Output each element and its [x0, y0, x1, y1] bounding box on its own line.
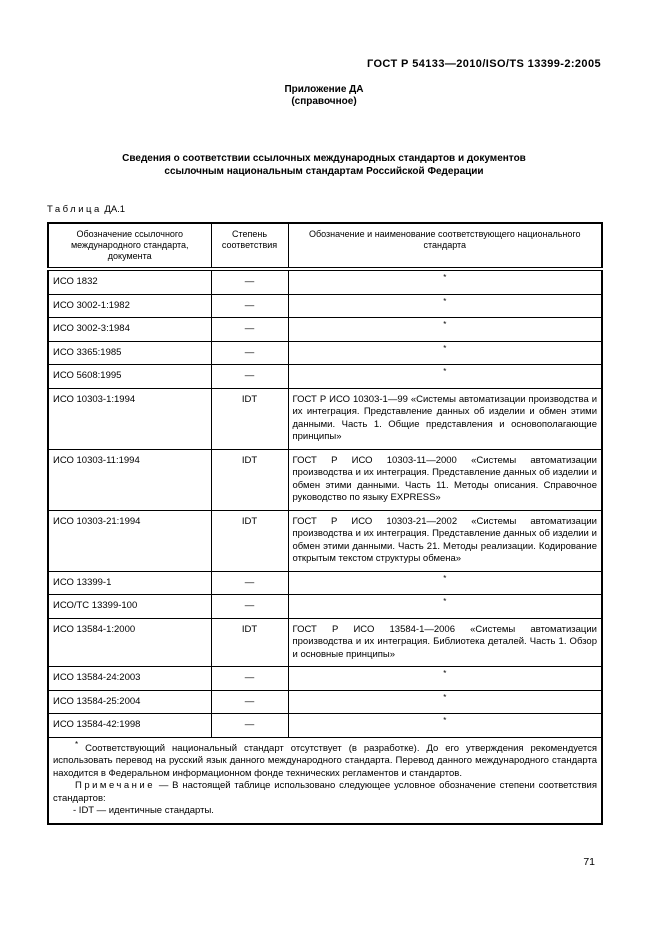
- section-title-line1: Сведения о соответствии ссылочных междун…: [122, 153, 526, 164]
- footnote-ref: *: [443, 319, 447, 329]
- annex-label: Приложение ДА: [284, 84, 364, 95]
- column-header-degree: Степень соответствия: [210, 222, 289, 271]
- footnote-ref: *: [443, 692, 447, 702]
- cell-degree-of-correspondence: —: [210, 340, 289, 365]
- cell-international-standard: ИСО 1832: [47, 268, 212, 295]
- cell-degree-of-correspondence: —: [210, 713, 289, 738]
- cell-national-standard: *: [287, 293, 603, 318]
- cell-national-standard: ГОСТ Р ИСО 10303-21—2002 «Системы автома…: [287, 509, 603, 572]
- section-title: Сведения о соответствии ссылочных междун…: [47, 152, 601, 178]
- cell-degree-of-correspondence: —: [210, 268, 289, 295]
- table-row: ИСО 1832— *: [47, 268, 603, 295]
- cell-international-standard: ИСО 10303-1:1994: [47, 387, 212, 450]
- cell-degree-of-correspondence: —: [210, 317, 289, 342]
- cell-national-standard: *: [287, 268, 603, 295]
- table-row: ИСО 3002-1:1982— *: [47, 293, 603, 318]
- footnote-ref: *: [443, 366, 447, 376]
- footnote-mark: *: [75, 739, 79, 749]
- cell-international-standard: ИСО 13584-1:2000: [47, 617, 212, 667]
- standards-correspondence-table: Обозначение ссылочного международного ст…: [47, 222, 603, 825]
- table-row: ИСО/ТС 13399-100— *: [47, 594, 603, 619]
- table-footnote: * Соответствующий национальный стандарт …: [47, 736, 603, 824]
- cell-national-standard: *: [287, 340, 603, 365]
- cell-international-standard: ИСО 13399-1: [47, 570, 212, 595]
- section-title-line2: ссылочным национальным стандартам Россий…: [164, 166, 484, 177]
- cell-degree-of-correspondence: —: [210, 364, 289, 389]
- column-header-international-standard: Обозначение ссылочного международного ст…: [47, 222, 212, 271]
- cell-international-standard: ИСО 13584-24:2003: [47, 666, 212, 691]
- cell-degree-of-correspondence: —: [210, 666, 289, 691]
- table-row: ИСО 3365:1985— *: [47, 340, 603, 365]
- cell-international-standard: ИСО 3002-1:1982: [47, 293, 212, 318]
- table-row: ИСО 10303-11:1994 IDT ГОСТ Р ИСО 10303-11—…: [47, 448, 603, 511]
- footnote-ref: *: [443, 343, 447, 353]
- cell-degree-of-correspondence: —: [210, 293, 289, 318]
- footnote-ref: *: [443, 296, 447, 306]
- footnote-ref: *: [443, 272, 447, 282]
- note-paragraph: Примечание — В настоящей таблице использ…: [53, 780, 597, 805]
- cell-international-standard: ИСО 3002-3:1984: [47, 317, 212, 342]
- cell-national-standard: *: [287, 666, 603, 691]
- cell-international-standard: ИСО/ТС 13399-100: [47, 594, 212, 619]
- cell-degree-of-correspondence: IDT: [210, 448, 289, 511]
- table-row: ИСО 10303-1:1994 IDT ГОСТ Р ИСО 10303-1—99…: [47, 387, 603, 450]
- footnote-paragraph: * Соответствующий национальный стандарт …: [53, 740, 597, 781]
- table-row: ИСО 3002-3:1984— *: [47, 317, 603, 342]
- table-row: ИСО 13399-1— *: [47, 570, 603, 595]
- cell-national-standard: *: [287, 570, 603, 595]
- table-caption-number: ДА.1: [104, 204, 126, 215]
- annex-type: (справочное): [291, 96, 357, 107]
- footnote-text: Соответствующий национальный стандарт от…: [53, 742, 597, 779]
- cell-degree-of-correspondence: IDT: [210, 617, 289, 667]
- note-label: Примечание: [75, 780, 155, 791]
- cell-national-standard: ГОСТ Р ИСО 13584-1—2006 «Системы автомат…: [287, 617, 603, 667]
- cell-international-standard: ИСО 13584-25:2004: [47, 689, 212, 714]
- table-row: ИСО 13584-42:1998— *: [47, 713, 603, 738]
- cell-international-standard: ИСО 13584-42:1998: [47, 713, 212, 738]
- table-caption: Таблица ДА.1: [47, 205, 601, 215]
- cell-degree-of-correspondence: —: [210, 594, 289, 619]
- cell-national-standard: *: [287, 317, 603, 342]
- cell-international-standard: ИСО 10303-21:1994: [47, 509, 212, 572]
- table-row: ИСО 13584-25:2004— *: [47, 689, 603, 714]
- cell-national-standard: ГОСТ Р ИСО 10303-11—2000 «Системы автома…: [287, 448, 603, 511]
- cell-national-standard: *: [287, 364, 603, 389]
- cell-degree-of-correspondence: —: [210, 689, 289, 714]
- footnote-ref: *: [443, 573, 447, 583]
- page-content: ГОСТ Р 54133—2010/ISO/TS 13399-2:2005 Пр…: [47, 0, 603, 825]
- annex-heading: Приложение ДА (справочное): [47, 84, 601, 108]
- cell-national-standard: *: [287, 594, 603, 619]
- page-number: 71: [583, 856, 595, 868]
- cell-international-standard: ИСО 5608:1995: [47, 364, 212, 389]
- footnote-ref: *: [443, 668, 447, 678]
- cell-degree-of-correspondence: —: [210, 570, 289, 595]
- table-row: ИСО 5608:1995— *: [47, 364, 603, 389]
- table-footnote-row: * Соответствующий национальный стандарт …: [47, 736, 603, 824]
- column-header-national-standard: Обозначение и наименование соответствующ…: [287, 222, 603, 271]
- table-row: ИСО 13584-24:2003— *: [47, 666, 603, 691]
- cell-national-standard: *: [287, 713, 603, 738]
- document-code: ГОСТ Р 54133—2010/ISO/TS 13399-2:2005: [366, 58, 601, 70]
- cell-degree-of-correspondence: IDT: [210, 387, 289, 450]
- footnote-ref: *: [443, 715, 447, 725]
- note-text: — В настоящей таблице использовано следу…: [53, 780, 597, 804]
- table-row: ИСО 13584-1:2000 IDT ГОСТ Р ИСО 13584-1—20…: [47, 617, 603, 667]
- footnote-ref: *: [443, 596, 447, 606]
- cell-international-standard: ИСО 10303-11:1994: [47, 448, 212, 511]
- note-item-idt: - IDT — идентичные стандарты.: [73, 805, 214, 816]
- standards-table-body: ИСО 1832— * ИСО 3002-1:1982— * ИСО 3002-3:19…: [47, 268, 603, 738]
- cell-international-standard: ИСО 3365:1985: [47, 340, 212, 365]
- table-header-row: Обозначение ссылочного международного ст…: [47, 222, 603, 271]
- cell-national-standard: *: [287, 689, 603, 714]
- cell-national-standard: ГОСТ Р ИСО 10303-1—99 «Системы автоматиз…: [287, 387, 603, 450]
- cell-degree-of-correspondence: IDT: [210, 509, 289, 572]
- table-row: ИСО 10303-21:1994 IDT ГОСТ Р ИСО 10303-21—…: [47, 509, 603, 572]
- table-caption-word: Таблица: [47, 204, 102, 215]
